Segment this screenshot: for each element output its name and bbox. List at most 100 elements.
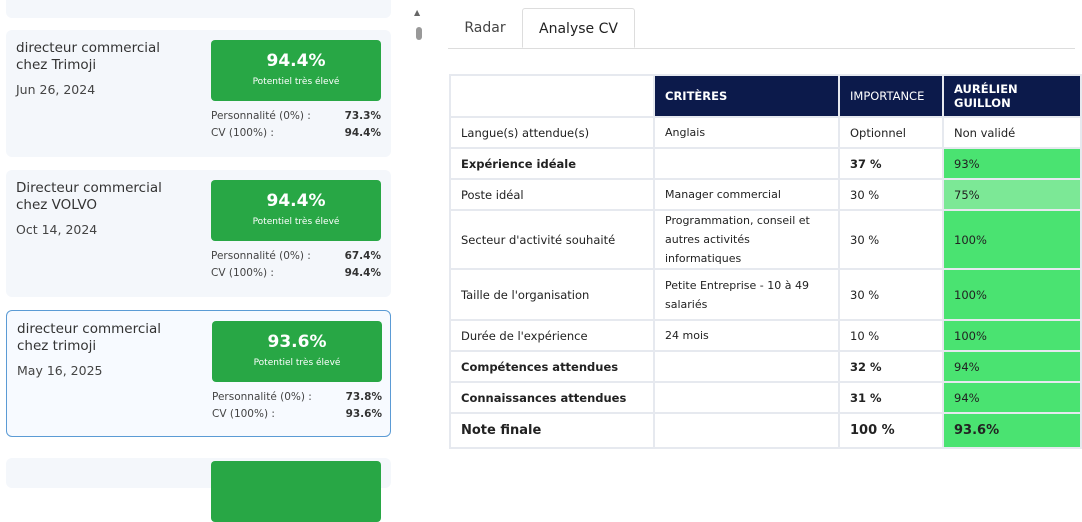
cv-value: 93.6% [345,408,382,420]
table-cell: Durée de l'expérience [449,319,655,352]
table-cell: Note finale [449,412,655,449]
table-cell: Langue(s) attendue(s) [449,116,655,149]
title-line: chez trimoji [17,338,97,354]
cv-value: 94.4% [344,127,381,139]
tab[interactable]: Radar [464,20,506,36]
table-row: Expérience idéale 37 % 93% [449,147,1082,180]
score-box: 94.4% Potentiel très élevé [211,40,381,101]
title-line: directeur commercial [16,40,161,56]
cv-row: CV (100%) : 94.4% [211,267,381,279]
title-line: Directeur commercial [16,180,162,196]
score: 94.4% [266,191,326,211]
table-cell [653,350,840,383]
personality-label: Personnalité (0%) : [211,110,311,122]
score: 93.6% [267,332,327,352]
header-row: CRITÈRES IMPORTANCE AURÉLIEN GUILLON [449,74,1082,118]
analysis-table: CRITÈRES IMPORTANCE AURÉLIEN GUILLON Langue… [449,74,1082,449]
cv-label: CV (100%) : [211,127,274,139]
table-cell [653,381,840,414]
personality-value: 67.4% [344,250,381,262]
personality-label: Personnalité (0%) : [212,391,312,403]
table-cell: Poste idéal [449,178,655,211]
header-cell [449,74,655,118]
table-row: Compétences attendues 32 % 94% [449,350,1082,383]
personality-label: Personnalité (0%) : [211,250,311,262]
card[interactable]: Directeur commercial chez VOLVO Oct 14, 20… [6,170,391,297]
table-cell: Non validé [942,116,1082,149]
score-box: 93.6% Potentiel très élevé [212,321,382,382]
score: 94.4% [266,51,326,71]
table-cell: Programmation, conseil et autres activit… [653,209,840,270]
table-row: Taille de l'organisation Petite Entrepris… [449,268,1082,321]
cv-row: CV (100%) : 94.4% [211,127,381,139]
table-cell: 37 % [838,147,944,180]
table-row: Poste idéal Manager commercial 30 % 75% [449,178,1082,211]
table-cell: 93% [942,147,1082,180]
table-cell: Taille de l'organisation [449,268,655,321]
scroll-up[interactable]: ▲ [414,8,421,17]
score-label: Potentiel très élevé [252,77,340,87]
personality-row: Personnalité (0%) : 73.8% [212,391,382,403]
title-line: chez VOLVO [16,197,97,213]
tab-active[interactable]: Analyse CV [522,8,635,48]
table-cell: Anglais [653,116,840,149]
cv-label: CV (100%) : [212,408,275,420]
card[interactable]: directeur commercial chez trimoji May 16, … [6,310,391,437]
score-box: 94.4% Potentiel très élevé [211,180,381,241]
personality-value: 73.3% [344,110,381,122]
table-cell [653,412,840,449]
table-cell: Expérience idéale [449,147,655,180]
card-partial[interactable] [6,0,391,18]
header-cell: IMPORTANCE [838,74,944,118]
table-cell [653,147,840,180]
page: directeur commercial chez Trimoji Jun 26, … [6,0,1082,522]
table-cell: Secteur d'activité souhaité [449,209,655,270]
table-row: Note finale 100 % 93.6% [449,412,1082,449]
table-cell: Compétences attendues [449,350,655,383]
table-cell: 10 % [838,319,944,352]
table-cell: 30 % [838,268,944,321]
table-cell: Connaissances attendues [449,381,655,414]
scroll-thumb[interactable] [416,27,422,40]
table-cell: 100% [942,268,1082,321]
table-cell: Optionnel [838,116,944,149]
card-date: Jun 26, 2024 [16,82,96,97]
table-cell: 93.6% [942,412,1082,449]
card-date: Oct 14, 2024 [16,222,98,237]
table-row: Durée de l'expérience 24 mois 10 % 100% [449,319,1082,352]
table-row: Langue(s) attendue(s) Anglais Optionnel Non… [449,116,1082,149]
cv-row: CV (100%) : 93.6% [212,408,382,420]
table-cell: 24 mois [653,319,840,352]
score-box [211,461,381,522]
table-row: Secteur d'activité souhaité Programmation… [449,209,1082,270]
table-cell: 31 % [838,381,944,414]
cv-value: 94.4% [344,267,381,279]
score-label: Potentiel très élevé [252,217,340,227]
header-cell: CRITÈRES [653,74,840,118]
table-cell: 100% [942,319,1082,352]
personality-row: Personnalité (0%) : 73.3% [211,110,381,122]
table-row: Connaissances attendues 31 % 94% [449,381,1082,414]
tab-line [448,48,1075,49]
table-cell: 75% [942,178,1082,211]
table-cell: 94% [942,381,1082,414]
card-title: directeur commercial chez Trimoji [16,40,160,74]
table-cell: Manager commercial [653,178,840,211]
card[interactable]: directeur commercial chez Trimoji Jun 26, … [6,30,391,157]
personality-value: 73.8% [345,391,382,403]
table-cell: 100% [942,209,1082,270]
score-label: Potentiel très élevé [253,358,341,368]
header-cell: AURÉLIEN GUILLON [942,74,1082,118]
table-cell: 32 % [838,350,944,383]
cv-label: CV (100%) : [211,267,274,279]
table-cell: 30 % [838,209,944,270]
title-line: chez Trimoji [16,57,97,73]
title-line: directeur commercial [17,321,162,337]
table-cell: Petite Entreprise - 10 à 49 salariés [653,268,840,321]
card-partial[interactable] [6,458,391,522]
card-date: May 16, 2025 [17,363,103,378]
personality-row: Personnalité (0%) : 67.4% [211,250,381,262]
card-title: Directeur commercial chez VOLVO [16,180,162,214]
table-cell: 100 % [838,412,944,449]
table-cell: 94% [942,350,1082,383]
